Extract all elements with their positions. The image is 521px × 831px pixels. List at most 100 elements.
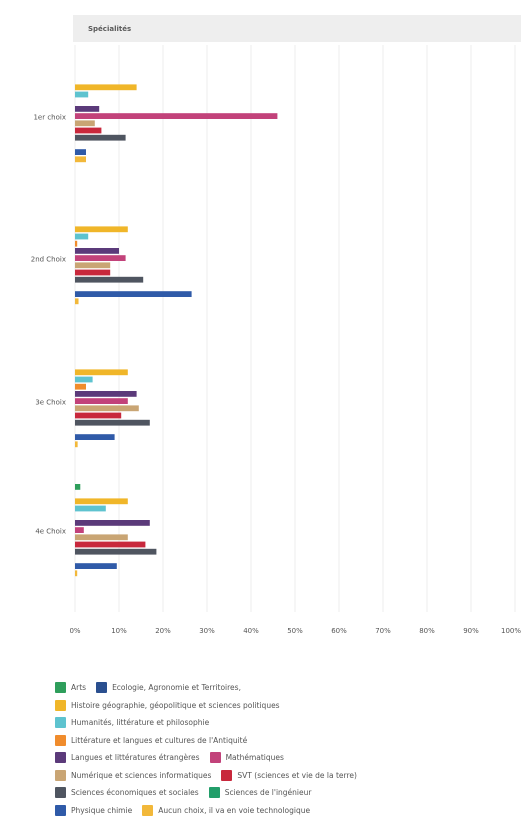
legend-swatch (208, 787, 220, 799)
legend-row: Littérature et langues et cultures de l'… (55, 732, 515, 750)
bars (75, 84, 278, 577)
bar (75, 369, 128, 376)
bar (75, 541, 146, 548)
legend-swatch (209, 752, 221, 764)
bar (75, 563, 117, 569)
x-tick-label: 100% (501, 627, 521, 635)
legend-swatch (55, 682, 66, 694)
legend-label: Humanités, littérature et philosophie (71, 718, 210, 728)
bar (75, 106, 100, 112)
bar (75, 91, 89, 98)
facet-title: Spécialités (88, 25, 131, 33)
bar (75, 534, 128, 541)
legend-item: Littérature et langues et cultures de l'… (55, 734, 248, 746)
legend-label: Langues et littératures étrangères (71, 753, 200, 763)
bar (75, 527, 84, 533)
legend-label: Aucun choix, il va en voie technologique (158, 805, 311, 815)
legend-label: Sciences économiques et sociales (71, 788, 199, 798)
bar-chart: Spécialités 1er choix 2nd Choix 3e Choix 4e… (31, 15, 521, 635)
bar (75, 240, 78, 247)
bar (75, 291, 192, 297)
legend-label: Sciences de l'ingénieur (224, 788, 312, 798)
legend-label: Littérature et langues et cultures de l'… (71, 735, 248, 745)
bar (75, 269, 111, 276)
legend-label: Histoire géographie, géopolitique et sci… (71, 700, 280, 710)
legend-row: Humanités, littérature et philosophie (55, 714, 515, 732)
x-tick-label: 50% (287, 627, 303, 635)
bar (75, 248, 119, 254)
y-axis-labels: 1er choix 2nd Choix 3e Choix 4e Choix (31, 113, 66, 535)
bar (75, 134, 126, 141)
legend-item: Numérique et sciences informatiques (55, 769, 212, 781)
bar (75, 419, 150, 426)
bar (75, 520, 150, 526)
legend-row: Numérique et sciences informatiques SVT (… (55, 767, 515, 785)
bar (75, 498, 128, 505)
bar (75, 441, 78, 448)
legend-swatch (55, 717, 66, 729)
legend-item: Arts (55, 682, 87, 694)
bar (75, 405, 139, 412)
x-tick-label: 20% (155, 627, 171, 635)
x-tick-label: 0% (69, 627, 80, 635)
x-tick-label: 80% (419, 627, 435, 635)
y-axis-label: 2nd Choix (31, 255, 66, 263)
legend-label: Physique chimie (71, 805, 133, 815)
bar (75, 570, 78, 577)
legend-swatch (221, 769, 233, 781)
legend-label: Ecologie, Agronomie et Territoires, (112, 683, 241, 693)
legend-swatch (142, 804, 154, 816)
bar (75, 127, 102, 134)
y-axis-label: 1er choix (33, 113, 66, 121)
y-axis-label: 3e Choix (35, 398, 66, 406)
bar (75, 505, 106, 512)
bar (75, 233, 89, 240)
legend-row: Sciences économiques et sociales Sciences… (55, 784, 515, 802)
legend-swatch (55, 804, 66, 816)
legend-item: Humanités, littérature et philosophie (55, 717, 210, 729)
legend-item: Mathématiques (209, 752, 284, 764)
bar (75, 298, 79, 305)
legend-row: Histoire géographie, géopolitique et sci… (55, 697, 515, 715)
bar (75, 484, 81, 490)
legend-label: Arts (71, 683, 87, 693)
bar (75, 149, 86, 155)
bar (75, 376, 93, 383)
legend-swatch (55, 734, 66, 746)
x-tick-label: 70% (375, 627, 391, 635)
facet-strip (73, 15, 521, 42)
legend-label: Mathématiques (225, 753, 284, 763)
y-axis-label: 4e Choix (35, 527, 66, 535)
legend-item: Sciences de l'ingénieur (208, 787, 312, 799)
bar (75, 398, 128, 404)
bar (75, 412, 122, 419)
x-tick-label: 30% (199, 627, 215, 635)
bar (75, 391, 137, 397)
x-tick-label: 40% (243, 627, 259, 635)
legend-row: Langues et littératures étrangères Mathém… (55, 749, 515, 767)
legend: Arts Ecologie, Agronomie et Territoires, H… (55, 679, 515, 819)
legend-item: Langues et littératures étrangères (55, 752, 200, 764)
bar (75, 255, 126, 261)
bar (75, 434, 115, 440)
legend-label: SVT (sciences et vie de la terre) (237, 770, 357, 780)
bar (75, 276, 144, 283)
bar (75, 383, 86, 390)
legend-swatch (55, 769, 66, 781)
gridlines (74, 45, 516, 612)
bar (75, 120, 95, 127)
legend-row: Arts Ecologie, Agronomie et Territoires, (55, 679, 515, 697)
legend-swatch (55, 752, 66, 764)
bar (75, 548, 157, 555)
legend-swatch (55, 699, 66, 711)
x-tick-label: 60% (331, 627, 347, 635)
legend-swatch (96, 682, 108, 694)
x-tick-label: 90% (463, 627, 479, 635)
bar (75, 226, 128, 233)
legend-item: Histoire géographie, géopolitique et sci… (55, 699, 280, 711)
legend-item: Sciences économiques et sociales (55, 787, 199, 799)
legend-item: Ecologie, Agronomie et Territoires, (96, 682, 241, 694)
legend-label: Numérique et sciences informatiques (71, 770, 212, 780)
x-axis-ticks: 0% 10% 20% 30% 40% 50% 60% 70% 80% 90% 100% (69, 627, 521, 635)
legend-item: SVT (sciences et vie de la terre) (221, 769, 357, 781)
